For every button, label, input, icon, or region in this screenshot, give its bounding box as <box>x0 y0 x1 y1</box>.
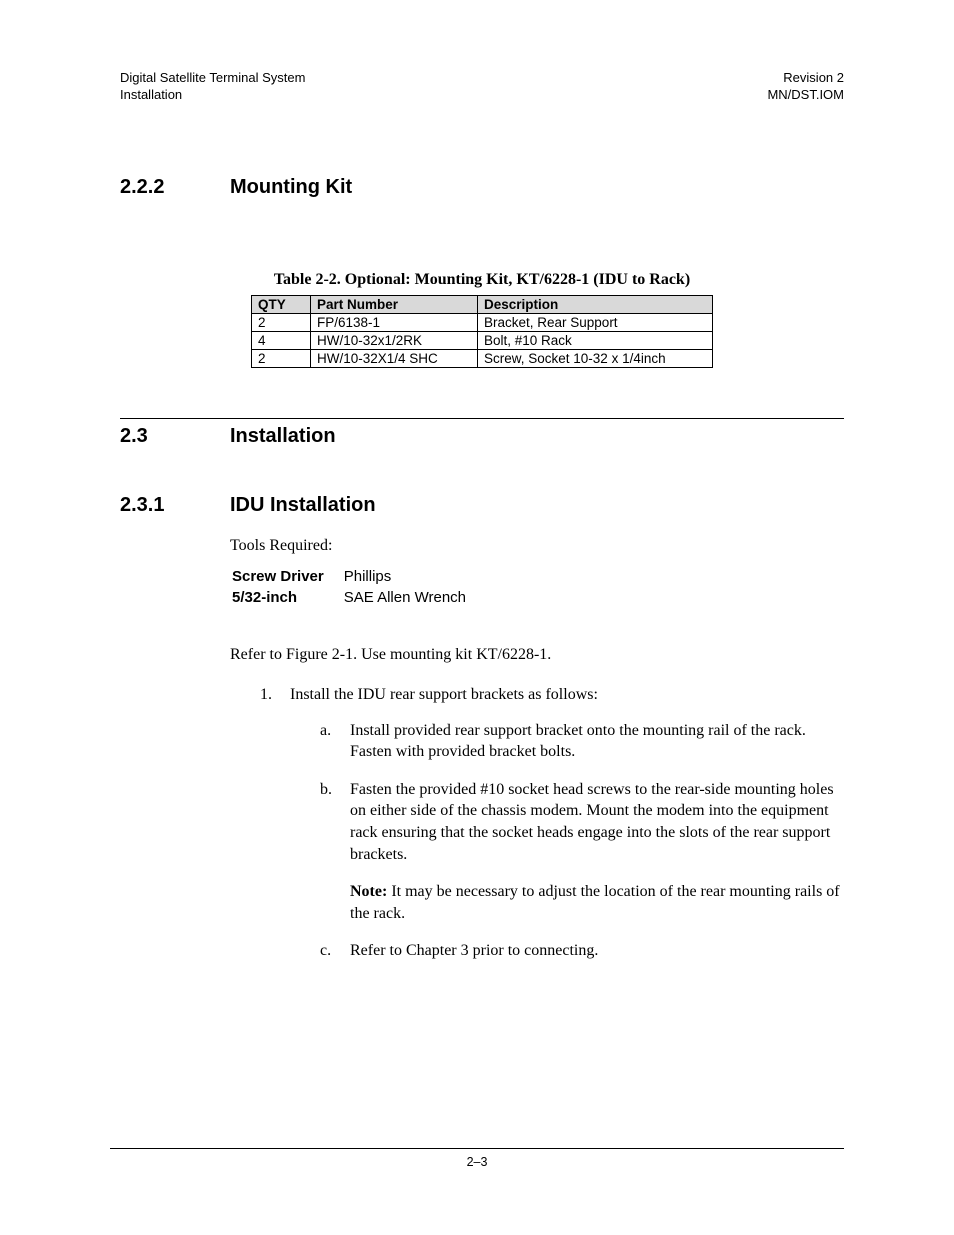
tool-label: Screw Driver <box>232 568 342 587</box>
list-marker: c. <box>320 940 350 962</box>
table-cell: 4 <box>252 331 311 349</box>
table-cell: Bracket, Rear Support <box>478 313 713 331</box>
list-item: a. Install provided rear support bracket… <box>320 720 844 763</box>
table-cell: HW/10-32X1/4 SHC <box>311 349 478 367</box>
tools-required-label: Tools Required: <box>230 535 844 557</box>
table-row: Screw Driver Phillips <box>232 568 484 587</box>
header-left-line1: Digital Satellite Terminal System <box>120 70 305 87</box>
list-marker: b. <box>320 779 350 925</box>
heading-number: 2.3.1 <box>120 494 230 517</box>
heading-number: 2.2.2 <box>120 176 230 199</box>
table-cell: FP/6138-1 <box>311 313 478 331</box>
tool-value: SAE Allen Wrench <box>344 589 484 608</box>
note-text: It may be necessary to adjust the locati… <box>350 883 840 922</box>
list-item: c. Refer to Chapter 3 prior to connectin… <box>320 940 844 962</box>
table-header-qty: QTY <box>252 295 311 313</box>
step-text: Install the IDU rear support brackets as… <box>290 684 844 706</box>
step-c-text: Refer to Chapter 3 prior to connecting. <box>350 940 598 962</box>
list-item: 1. Install the IDU rear support brackets… <box>260 684 844 978</box>
table-header-row: QTY Part Number Description <box>252 295 713 313</box>
table-2-2-caption: Table 2-2. Optional: Mounting Kit, KT/62… <box>120 271 844 289</box>
table-row: 2 HW/10-32X1/4 SHC Screw, Socket 10-32 x… <box>252 349 713 367</box>
table-row: 2 FP/6138-1 Bracket, Rear Support <box>252 313 713 331</box>
refer-text: Refer to Figure 2-1. Use mounting kit KT… <box>230 644 844 666</box>
table-cell: HW/10-32x1/2RK <box>311 331 478 349</box>
lettered-list: a. Install provided rear support bracket… <box>290 720 844 962</box>
heading-text: Installation <box>230 425 336 448</box>
table-row: 5/32-inch SAE Allen Wrench <box>232 589 484 608</box>
tools-table: Screw Driver Phillips 5/32-inch SAE Alle… <box>230 566 486 610</box>
heading-2-2-2: 2.2.2 Mounting Kit <box>120 176 844 199</box>
table-cell: Bolt, #10 Rack <box>478 331 713 349</box>
page-number: 2–3 <box>0 1155 954 1169</box>
heading-text: Mounting Kit <box>230 176 352 199</box>
table-cell: 2 <box>252 313 311 331</box>
heading-number: 2.3 <box>120 425 230 448</box>
footer-rule <box>110 1148 844 1149</box>
heading-text: IDU Installation <box>230 494 376 517</box>
note-paragraph: Note: It may be necessary to adjust the … <box>350 881 844 924</box>
table-cell: 2 <box>252 349 311 367</box>
list-item: b. Fasten the provided #10 socket head s… <box>320 779 844 925</box>
header-right-line2: MN/DST.IOM <box>767 87 844 104</box>
table-2-2: QTY Part Number Description 2 FP/6138-1 … <box>251 295 713 368</box>
step-a-text: Install provided rear support bracket on… <box>350 720 844 763</box>
table-header-desc: Description <box>478 295 713 313</box>
note-label: Note: <box>350 883 387 900</box>
header-right: Revision 2 MN/DST.IOM <box>767 70 844 104</box>
table-cell: Screw, Socket 10-32 x 1/4inch <box>478 349 713 367</box>
page: Digital Satellite Terminal System Instal… <box>0 0 954 1235</box>
page-header: Digital Satellite Terminal System Instal… <box>120 70 844 104</box>
tool-label: 5/32-inch <box>232 589 342 608</box>
table-header-part: Part Number <box>311 295 478 313</box>
list-content: Install the IDU rear support brackets as… <box>290 684 844 978</box>
header-left: Digital Satellite Terminal System Instal… <box>120 70 305 104</box>
step-b-text: Fasten the provided #10 socket head scre… <box>350 779 844 865</box>
heading-2-3-1: 2.3.1 IDU Installation <box>120 494 844 517</box>
header-left-line2: Installation <box>120 87 305 104</box>
step-b-content: Fasten the provided #10 socket head scre… <box>350 779 844 925</box>
table-row: 4 HW/10-32x1/2RK Bolt, #10 Rack <box>252 331 713 349</box>
tool-value: Phillips <box>344 568 484 587</box>
list-marker: 1. <box>260 684 290 978</box>
heading-2-3: 2.3 Installation <box>120 425 844 448</box>
header-right-line1: Revision 2 <box>767 70 844 87</box>
list-marker: a. <box>320 720 350 763</box>
numbered-list: 1. Install the IDU rear support brackets… <box>230 684 844 978</box>
